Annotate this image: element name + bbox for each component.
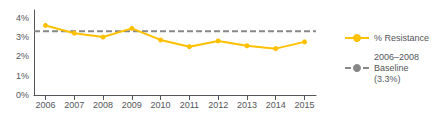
svg-text:2015: 2015 bbox=[294, 100, 314, 110]
svg-text:2%: 2% bbox=[16, 51, 29, 61]
svg-text:(3.3%): (3.3%) bbox=[374, 74, 401, 84]
svg-text:2006: 2006 bbox=[35, 100, 55, 110]
svg-text:% Resistance: % Resistance bbox=[374, 33, 429, 43]
svg-text:4%: 4% bbox=[16, 13, 29, 23]
svg-text:Baseline: Baseline bbox=[374, 63, 409, 73]
svg-text:2007: 2007 bbox=[64, 100, 84, 110]
svg-text:2013: 2013 bbox=[237, 100, 257, 110]
svg-text:2008: 2008 bbox=[93, 100, 113, 110]
svg-text:2011: 2011 bbox=[180, 100, 199, 110]
svg-text:2009: 2009 bbox=[122, 100, 142, 110]
svg-text:2010: 2010 bbox=[151, 100, 171, 110]
svg-text:2014: 2014 bbox=[266, 100, 286, 110]
svg-text:2012: 2012 bbox=[208, 100, 228, 110]
svg-text:3%: 3% bbox=[16, 32, 29, 42]
svg-text:0%: 0% bbox=[16, 90, 29, 100]
svg-text:2006–2008: 2006–2008 bbox=[374, 52, 419, 62]
svg-text:1%: 1% bbox=[16, 71, 29, 81]
